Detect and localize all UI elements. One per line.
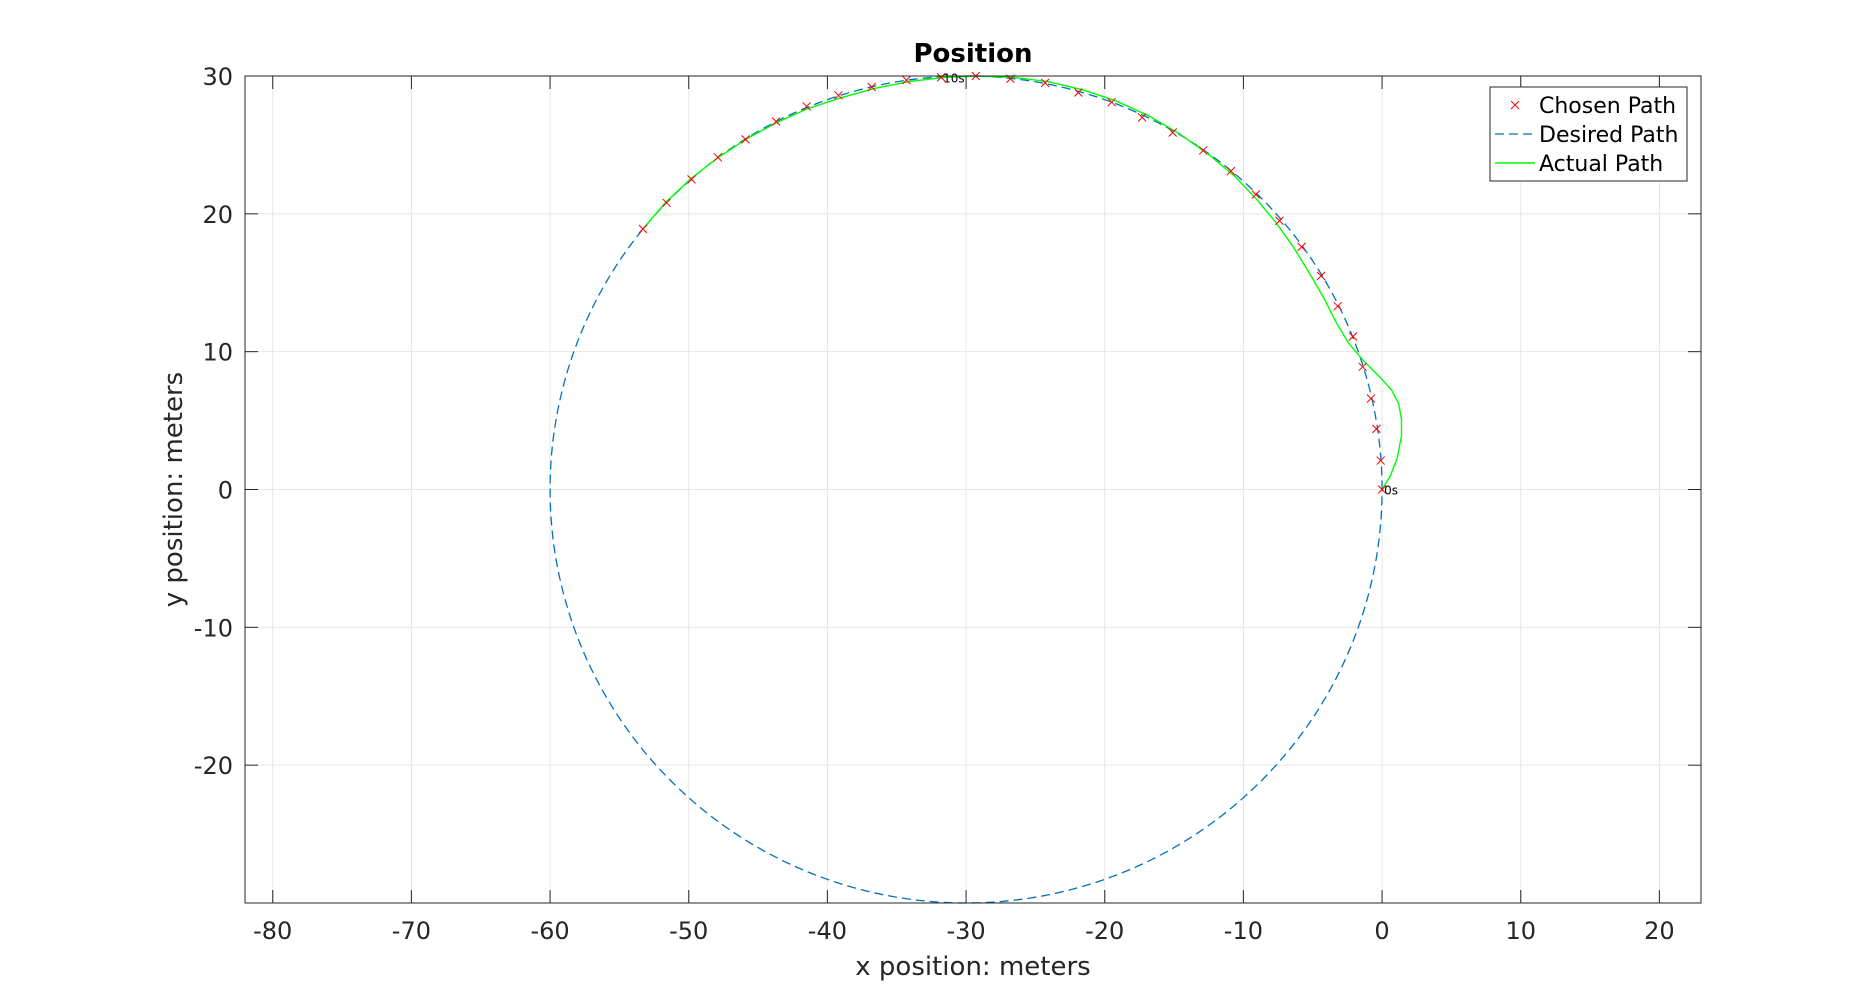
x-marker-stroke bbox=[741, 135, 750, 144]
y-tick-label: 30 bbox=[202, 63, 233, 91]
chart-title: Position bbox=[913, 39, 1032, 69]
x-marker-stroke bbox=[834, 90, 843, 100]
x-tick-label: 20 bbox=[1644, 917, 1675, 945]
legend-label: Chosen Path bbox=[1539, 94, 1676, 119]
chosen-path-point bbox=[1297, 242, 1306, 252]
x-marker-stroke bbox=[1198, 146, 1208, 155]
time-annotation: 10s bbox=[943, 71, 965, 85]
x-tick-label: -70 bbox=[392, 917, 431, 945]
legend-label: Actual Path bbox=[1539, 152, 1663, 177]
chosen-path-point bbox=[1366, 394, 1376, 403]
chosen-path-point bbox=[1168, 128, 1178, 137]
chosen-path-point bbox=[638, 224, 648, 234]
chosen-path-point bbox=[1316, 271, 1326, 281]
x-marker-stroke bbox=[1107, 97, 1117, 107]
y-tick-label: 0 bbox=[218, 477, 233, 505]
x-marker-stroke bbox=[1376, 456, 1386, 465]
chosen-path-point bbox=[1376, 456, 1386, 465]
x-tick-label: -40 bbox=[808, 917, 847, 945]
chosen-path-point bbox=[1333, 301, 1343, 311]
chosen-path-point bbox=[1226, 166, 1236, 176]
chosen-path-point bbox=[1251, 190, 1261, 199]
legend[interactable]: Chosen Path Desired Path Actual Path bbox=[1489, 86, 1688, 182]
x-tick-label: -50 bbox=[669, 917, 708, 945]
x-marker-stroke bbox=[687, 175, 696, 184]
chosen-path-point bbox=[802, 101, 811, 111]
x-tick-label: -10 bbox=[1224, 917, 1263, 945]
chosen-path-point bbox=[834, 90, 843, 100]
x-marker-stroke bbox=[1074, 88, 1083, 97]
data-layer: 0s 10s bbox=[549, 71, 1403, 904]
x-axis-label: x position: meters bbox=[855, 952, 1090, 982]
x-tick-label: -60 bbox=[530, 917, 569, 945]
chosen-path-point bbox=[1275, 216, 1284, 226]
x-marker-stroke bbox=[1137, 112, 1147, 122]
x-marker-stroke bbox=[662, 198, 671, 208]
chosen-path-point bbox=[662, 198, 671, 208]
chosen-path-point bbox=[687, 175, 696, 184]
actual-path-line bbox=[642, 75, 1403, 490]
chosen-path-point bbox=[741, 135, 750, 144]
chosen-path-point bbox=[902, 75, 911, 85]
chosen-path-point bbox=[1074, 88, 1083, 97]
legend-chosen-marker bbox=[1510, 100, 1520, 110]
x-marker-stroke bbox=[771, 117, 781, 126]
desired-path-line bbox=[549, 75, 1383, 904]
y-tick-label: -10 bbox=[194, 614, 233, 642]
chosen-path-point bbox=[771, 117, 781, 126]
x-marker-stroke bbox=[1377, 485, 1387, 494]
axis-ticks: -80 -70 -60 -50 -40 -30 -20 -10 0 10 20 -20 -10 0 10 20… bbox=[194, 63, 1701, 945]
x-marker-stroke bbox=[1316, 271, 1326, 281]
time-annotation: 0s bbox=[1384, 484, 1398, 498]
chosen-path-point bbox=[936, 73, 946, 82]
x-marker-stroke bbox=[1510, 100, 1520, 110]
chosen-path-point bbox=[1372, 424, 1381, 434]
x-marker-stroke bbox=[1372, 424, 1381, 434]
x-tick-label: -20 bbox=[1085, 917, 1124, 945]
x-marker-stroke bbox=[1168, 128, 1178, 137]
chosen-path-point bbox=[1377, 485, 1387, 494]
x-tick-label: 0 bbox=[1374, 917, 1389, 945]
chosen-path-point bbox=[1358, 362, 1368, 372]
x-marker-stroke bbox=[1040, 78, 1050, 88]
x-tick-label: -30 bbox=[946, 917, 985, 945]
x-marker-stroke bbox=[638, 224, 648, 234]
chosen-path-point bbox=[1040, 78, 1050, 88]
x-marker-stroke bbox=[1333, 301, 1343, 311]
y-tick-label: 10 bbox=[202, 339, 233, 367]
y-tick-label: 20 bbox=[202, 201, 233, 229]
y-axis-label: y position: meters bbox=[159, 372, 189, 607]
x-marker-stroke bbox=[1297, 242, 1306, 252]
x-marker-stroke bbox=[1366, 394, 1376, 403]
chosen-path-point bbox=[1137, 112, 1147, 122]
x-marker-stroke bbox=[802, 101, 811, 111]
x-tick-label: 10 bbox=[1505, 917, 1536, 945]
legend-box bbox=[1489, 86, 1688, 182]
x-marker-stroke bbox=[713, 152, 723, 162]
x-marker-stroke bbox=[1348, 332, 1358, 341]
legend-label: Desired Path bbox=[1539, 123, 1678, 148]
y-tick-label: -20 bbox=[194, 752, 233, 780]
grid-lines bbox=[245, 75, 1701, 903]
chosen-path-point bbox=[713, 152, 723, 162]
x-marker-stroke bbox=[1275, 216, 1284, 226]
chosen-path-point bbox=[867, 82, 877, 92]
x-marker-stroke bbox=[936, 73, 946, 82]
x-marker-stroke bbox=[1226, 166, 1236, 176]
chosen-path-point bbox=[1348, 332, 1358, 341]
chosen-path-point bbox=[1198, 146, 1208, 155]
chosen-path-point bbox=[1107, 97, 1117, 107]
x-marker-stroke bbox=[1251, 190, 1261, 199]
x-marker-stroke bbox=[1358, 362, 1368, 372]
x-marker-stroke bbox=[867, 82, 877, 92]
x-marker-stroke bbox=[902, 75, 911, 85]
x-tick-label: -80 bbox=[253, 917, 292, 945]
